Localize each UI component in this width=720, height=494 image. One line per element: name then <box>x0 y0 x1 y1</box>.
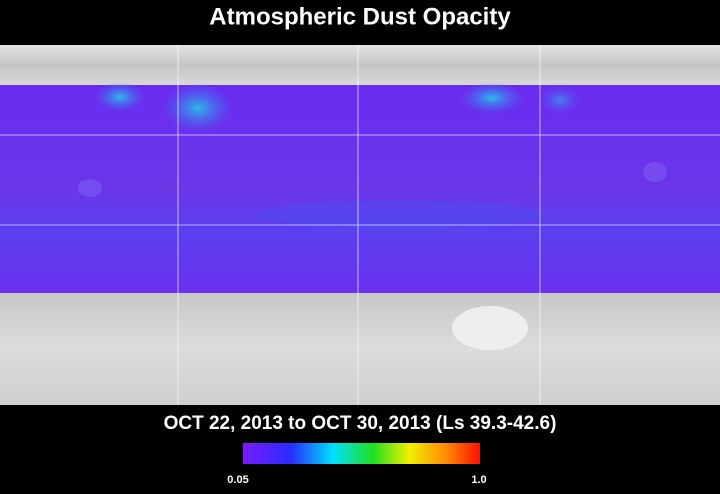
volcano <box>643 162 667 182</box>
dust-patch <box>163 83 233 133</box>
colorbar <box>243 443 480 464</box>
colorbar-min-label: 0.05 <box>227 474 248 486</box>
dust-band <box>260 200 540 230</box>
dust-patch <box>95 82 145 112</box>
graticule <box>0 45 720 405</box>
dust-patch <box>460 82 524 114</box>
date-range: OCT 22, 2013 to OCT 30, 2013 (Ls 39.3-42… <box>164 413 557 434</box>
south-terrain <box>0 293 720 405</box>
dust-patch <box>540 86 580 114</box>
volcano <box>78 179 102 197</box>
map <box>0 45 720 405</box>
title: Atmospheric Dust Opacity <box>209 3 511 30</box>
basin <box>452 306 528 350</box>
colorbar-max-label: 1.0 <box>471 474 486 486</box>
north-terrain <box>0 45 720 85</box>
dust-overlay <box>0 85 720 293</box>
